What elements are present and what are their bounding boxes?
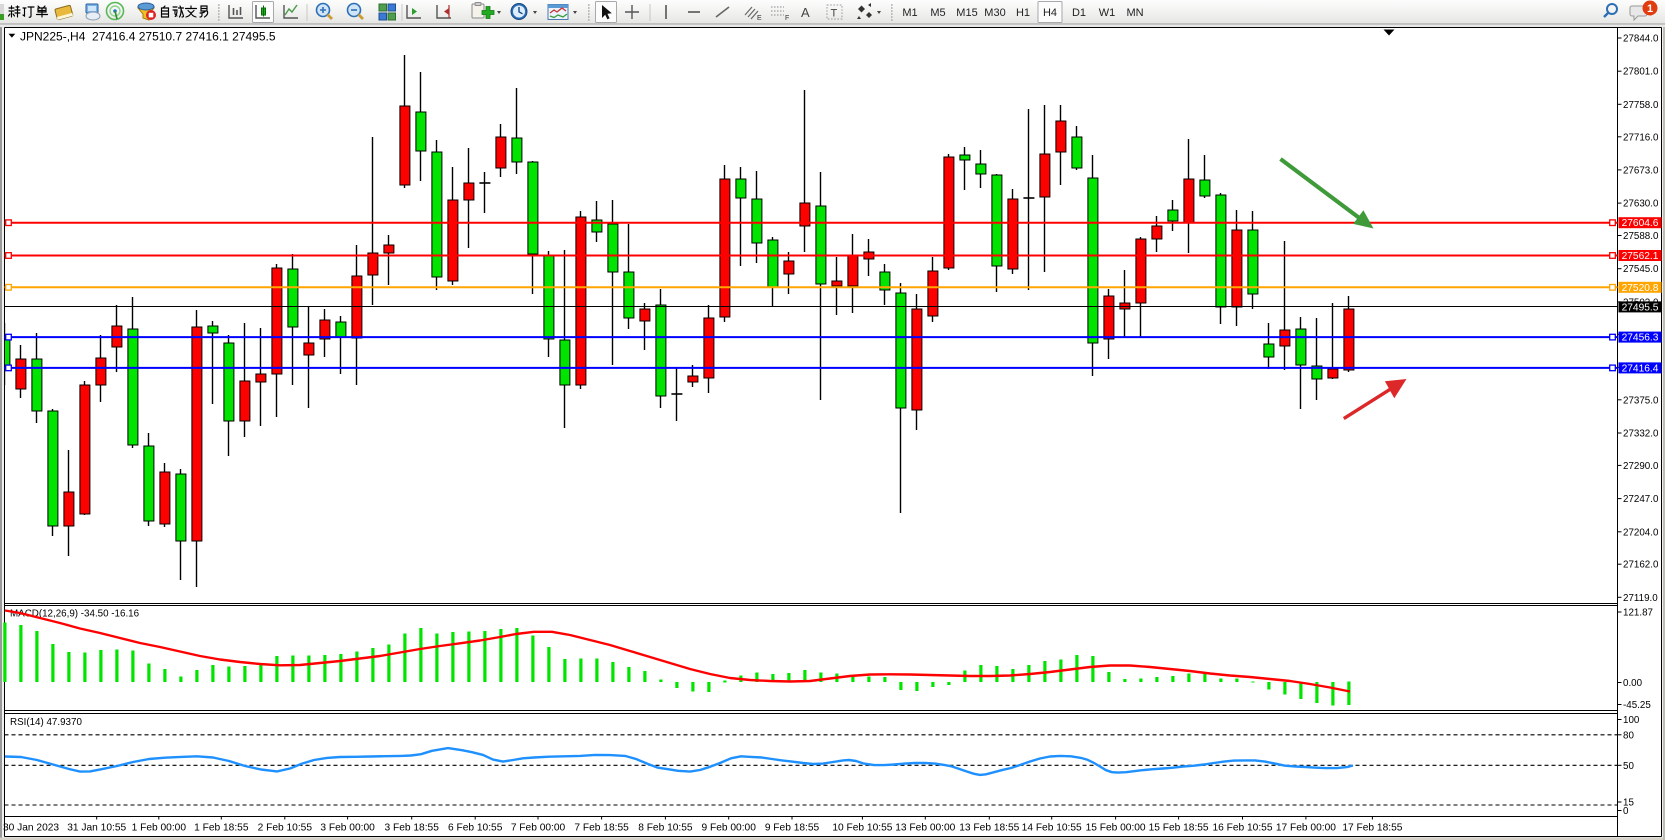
svg-text:30 Jan 2023: 30 Jan 2023 [3,823,59,834]
svg-text:31 Jan 10:55: 31 Jan 10:55 [67,823,126,834]
svg-text:27604.6: 27604.6 [1622,218,1659,229]
svg-text:8 Feb 10:55: 8 Feb 10:55 [638,823,693,834]
svg-text:27673.0: 27673.0 [1623,165,1659,176]
svg-text:-45.25: -45.25 [1623,700,1651,711]
svg-text:17 Feb 18:55: 17 Feb 18:55 [1342,823,1402,834]
svg-text:27119.0: 27119.0 [1623,593,1658,604]
svg-text:3 Feb 00:00: 3 Feb 00:00 [320,823,375,834]
svg-text:M5: M5 [930,7,945,19]
svg-text:9 Feb 00:00: 9 Feb 00:00 [702,823,757,834]
svg-text:27495.5: 27495.5 [1622,302,1659,313]
svg-text:15: 15 [1623,798,1634,809]
svg-text:27545.0: 27545.0 [1623,264,1659,275]
svg-text:7 Feb 00:00: 7 Feb 00:00 [511,823,566,834]
svg-text:121.87: 121.87 [1623,608,1653,619]
svg-text:10 Feb 10:55: 10 Feb 10:55 [832,823,892,834]
svg-text:H4: H4 [1043,7,1057,19]
svg-text:7 Feb 18:55: 7 Feb 18:55 [574,823,629,834]
svg-text:27801.0: 27801.0 [1623,67,1659,78]
svg-text:13 Feb 00:00: 13 Feb 00:00 [895,823,955,834]
svg-text:27520.8: 27520.8 [1622,283,1659,294]
svg-text:80: 80 [1623,730,1634,741]
svg-text:1: 1 [1647,3,1653,15]
svg-text:27716.0: 27716.0 [1623,132,1659,143]
svg-text:27290.0: 27290.0 [1623,461,1659,472]
svg-text:F: F [785,15,789,22]
svg-text:27332.0: 27332.0 [1623,429,1659,440]
svg-text:M30: M30 [984,7,1005,19]
svg-text:13 Feb 18:55: 13 Feb 18:55 [959,823,1019,834]
svg-text:50: 50 [1623,761,1634,772]
svg-text:A: A [801,5,810,20]
svg-text:M15: M15 [956,7,977,19]
svg-text:M1: M1 [902,7,917,19]
svg-text:RSI(14) 47.9370: RSI(14) 47.9370 [10,717,82,728]
svg-text:1 Feb 00:00: 1 Feb 00:00 [132,823,187,834]
svg-text:T: T [831,8,838,20]
svg-text:15 Feb 18:55: 15 Feb 18:55 [1149,823,1209,834]
svg-text:27630.0: 27630.0 [1623,199,1659,210]
svg-text:D1: D1 [1072,7,1086,19]
svg-text:27588.0: 27588.0 [1623,231,1659,242]
svg-text:3 Feb 18:55: 3 Feb 18:55 [385,823,440,834]
svg-text:JPN225-,H4 27416.4 27510.7 27: JPN225-,H4 27416.4 27510.7 27416.1 27495… [20,30,276,44]
svg-text:100: 100 [1623,715,1640,726]
svg-text:MN: MN [1126,7,1143,19]
svg-text:27758.0: 27758.0 [1623,100,1659,111]
svg-text:14 Feb 10:55: 14 Feb 10:55 [1022,823,1082,834]
svg-text:27375.0: 27375.0 [1623,395,1659,406]
svg-text:27416.4: 27416.4 [1622,363,1659,374]
svg-text:27204.0: 27204.0 [1623,527,1659,538]
svg-text:27247.0: 27247.0 [1623,494,1659,505]
svg-text:H1: H1 [1016,7,1030,19]
svg-text:9 Feb 18:55: 9 Feb 18:55 [765,823,820,834]
svg-text:16 Feb 10:55: 16 Feb 10:55 [1212,823,1272,834]
svg-text:15 Feb 00:00: 15 Feb 00:00 [1086,823,1146,834]
svg-text:0: 0 [1623,806,1629,817]
svg-text:27456.3: 27456.3 [1622,333,1659,344]
svg-text:27844.0: 27844.0 [1623,34,1659,45]
svg-text:6 Feb 10:55: 6 Feb 10:55 [448,823,503,834]
svg-text:27562.1: 27562.1 [1622,251,1659,262]
svg-text:27162.0: 27162.0 [1623,560,1659,571]
svg-text:0.00: 0.00 [1623,678,1643,689]
svg-text:W1: W1 [1099,7,1116,19]
svg-text:2 Feb 10:55: 2 Feb 10:55 [258,823,313,834]
svg-text:17 Feb 00:00: 17 Feb 00:00 [1276,823,1336,834]
svg-text:E: E [757,15,762,22]
svg-text:MACD(12,26,9) -34.50 -16.16: MACD(12,26,9) -34.50 -16.16 [10,609,140,620]
svg-text:1 Feb 18:55: 1 Feb 18:55 [194,823,249,834]
